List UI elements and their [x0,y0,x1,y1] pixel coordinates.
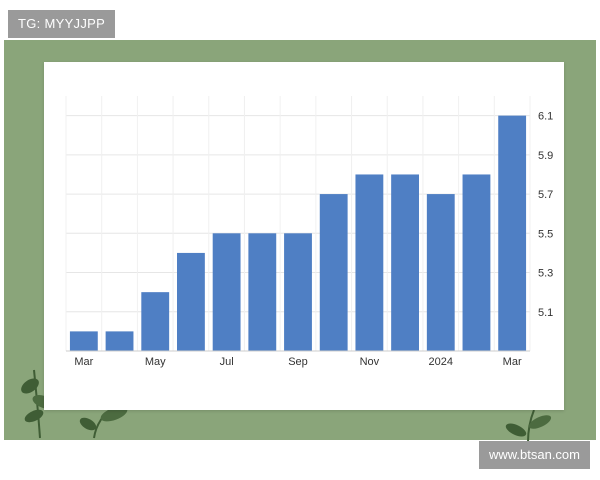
x-tick-label: 2024 [429,356,453,368]
y-tick-label: 5.7 [538,189,553,201]
bar [355,174,384,351]
bar [391,174,419,351]
bar [426,194,455,351]
y-tick-label: 5.1 [538,307,553,319]
x-tick-label: Jul [220,356,234,368]
bar [462,174,491,351]
x-tick-label: Nov [360,356,380,368]
bar [105,331,134,351]
x-tick-label: Sep [288,356,308,368]
bar [284,233,312,351]
x-tick-label: Mar [503,356,522,368]
bar [319,194,348,351]
y-tick-label: 5.9 [538,150,553,162]
bar [69,331,98,351]
top-tag-label: TG: MYYJJPP [8,10,116,38]
bar [212,233,241,351]
y-tick-label: 5.5 [538,228,553,240]
bar [141,292,170,351]
y-tick-label: 5.3 [538,268,553,280]
y-tick-label: 6.1 [538,111,553,123]
x-tick-label: Mar [74,356,93,368]
bar [248,233,277,351]
plant-right-decoration [505,409,552,442]
x-tick-label: May [145,356,166,368]
bar [177,252,205,351]
bar [498,115,527,351]
watermark-label: www.btsan.com [478,441,590,469]
